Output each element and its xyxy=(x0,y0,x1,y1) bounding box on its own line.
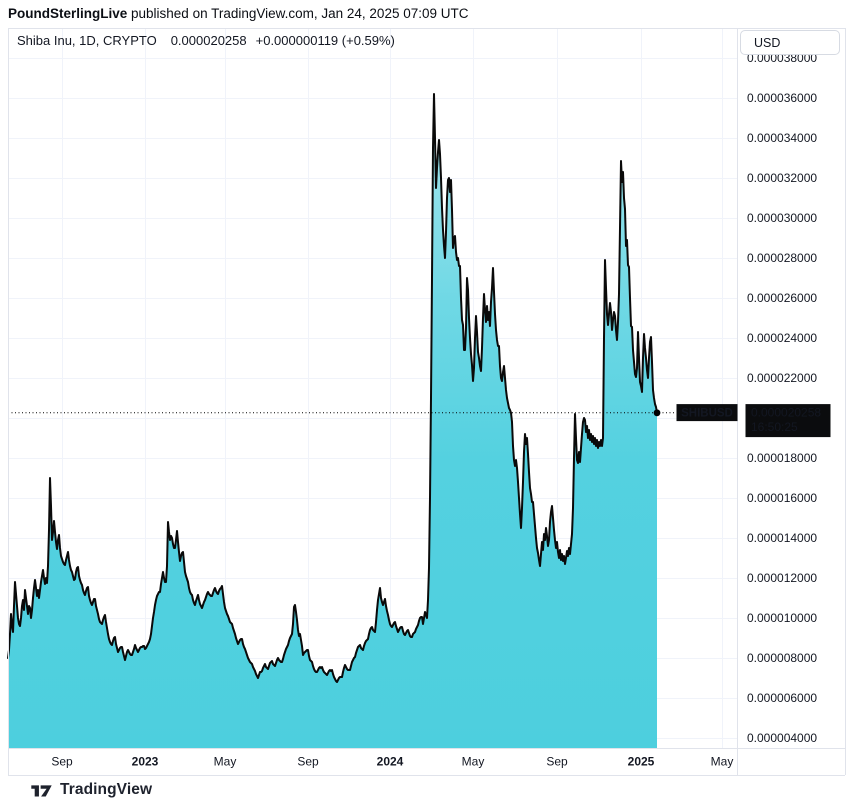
price-axis[interactable]: 0.0000380000.0000360000.0000340000.00003… xyxy=(747,51,817,745)
price-axis-label: 0.000024000 xyxy=(747,331,817,345)
time-axis-label: Sep xyxy=(51,755,73,769)
time-axis-label: 2023 xyxy=(132,755,159,769)
time-axis[interactable]: Sep 2023 May Sep 2024 May Sep 2025 May xyxy=(51,755,733,769)
time-axis-label: 2025 xyxy=(628,755,655,769)
symbol-price-tag: SHIBUSD xyxy=(676,404,738,422)
chart-legend: Shiba Inu, 1D, CRYPTO 0.000020258 +0.00000… xyxy=(17,33,395,48)
price-axis-label: 0.000036000 xyxy=(747,91,817,105)
current-price-value: 0.000020258 xyxy=(751,406,821,420)
currency-selector[interactable]: USD xyxy=(740,30,840,55)
publish-info: published on TradingView.com, Jan 24, 20… xyxy=(127,6,469,21)
price-axis-label: 0.000014000 xyxy=(747,531,817,545)
price-axis-label: 0.000030000 xyxy=(747,211,817,225)
price-axis-label: 0.000022000 xyxy=(747,371,817,385)
time-axis-label: Sep xyxy=(297,755,319,769)
tradingview-branding[interactable]: TradingView xyxy=(30,781,152,799)
last-price-dot xyxy=(653,409,661,417)
price-axis-label: 0.000032000 xyxy=(747,171,817,185)
price-axis-label: 0.000028000 xyxy=(747,251,817,265)
price-axis-label: 0.000006000 xyxy=(747,691,817,705)
price-area-fill xyxy=(8,94,657,748)
symbol-tag-text: SHIBUSD xyxy=(681,408,733,420)
price-axis-label: 0.000010000 xyxy=(747,611,817,625)
attribution-header: PoundSterlingLive published on TradingVi… xyxy=(8,6,468,21)
price-axis-label: 0.000018000 xyxy=(747,451,817,465)
symbol-title: Shiba Inu, 1D, CRYPTO xyxy=(17,33,157,48)
bar-countdown: 16:50:25 xyxy=(751,420,798,434)
price-axis-label: 0.000034000 xyxy=(747,131,817,145)
panel-border xyxy=(8,28,846,776)
price-axis-label: 0.000012000 xyxy=(747,571,817,585)
time-axis-label: May xyxy=(462,755,485,769)
last-price: 0.000020258 xyxy=(170,33,247,48)
price-axis-label: 0.000016000 xyxy=(747,491,817,505)
tradingview-logo-icon xyxy=(31,784,52,796)
price-line xyxy=(7,93,658,683)
symbol-tag-bg xyxy=(676,404,738,422)
price-axis-label: 0.000026000 xyxy=(747,291,817,305)
time-axis-label: May xyxy=(711,755,734,769)
price-change: +0.000000119 (+0.59%) xyxy=(255,33,395,48)
price-axis-label: 0.000008000 xyxy=(747,651,817,665)
time-axis-label: 2024 xyxy=(377,755,404,769)
time-axis-label: Sep xyxy=(546,755,568,769)
current-price-label-bg xyxy=(745,404,831,438)
price-axis-label: 0.000004000 xyxy=(747,731,817,745)
tradingview-logo-text: TradingView xyxy=(60,781,153,798)
time-axis-label: May xyxy=(214,755,237,769)
publisher-name: PoundSterlingLive xyxy=(8,6,128,21)
